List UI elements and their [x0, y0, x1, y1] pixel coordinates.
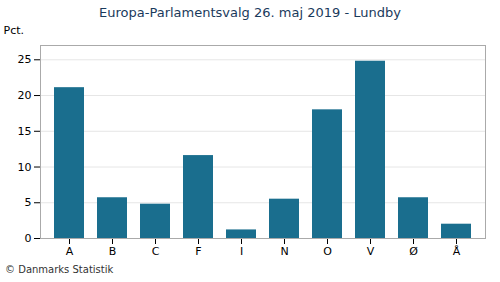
svg-text:O: O — [323, 245, 332, 258]
svg-text:V: V — [367, 245, 375, 258]
svg-text:Å: Å — [453, 245, 461, 258]
svg-text:25: 25 — [18, 53, 32, 66]
svg-text:Ø: Ø — [409, 245, 418, 258]
svg-text:A: A — [66, 245, 74, 258]
svg-text:F: F — [195, 245, 201, 258]
svg-text:15: 15 — [18, 125, 32, 138]
html-text:Europa-Parlamentsvalg 26. maj: Europa-Parlamentsvalg 26. maj 2019 - Lun… — [99, 5, 401, 20]
svg-text:Pct.: Pct. — [4, 24, 25, 37]
svg-text:B: B — [109, 245, 117, 258]
html-text:© Danmarks Statistik: © Danmarks Statistik — [5, 264, 114, 275]
svg-text:0: 0 — [25, 232, 32, 245]
svg-text:20: 20 — [18, 89, 32, 102]
svg-text:C: C — [152, 245, 160, 258]
svg-text:N: N — [280, 245, 288, 258]
svg-text:10: 10 — [18, 161, 32, 174]
svg-text:5: 5 — [25, 196, 32, 209]
svg-text:I: I — [240, 245, 243, 258]
